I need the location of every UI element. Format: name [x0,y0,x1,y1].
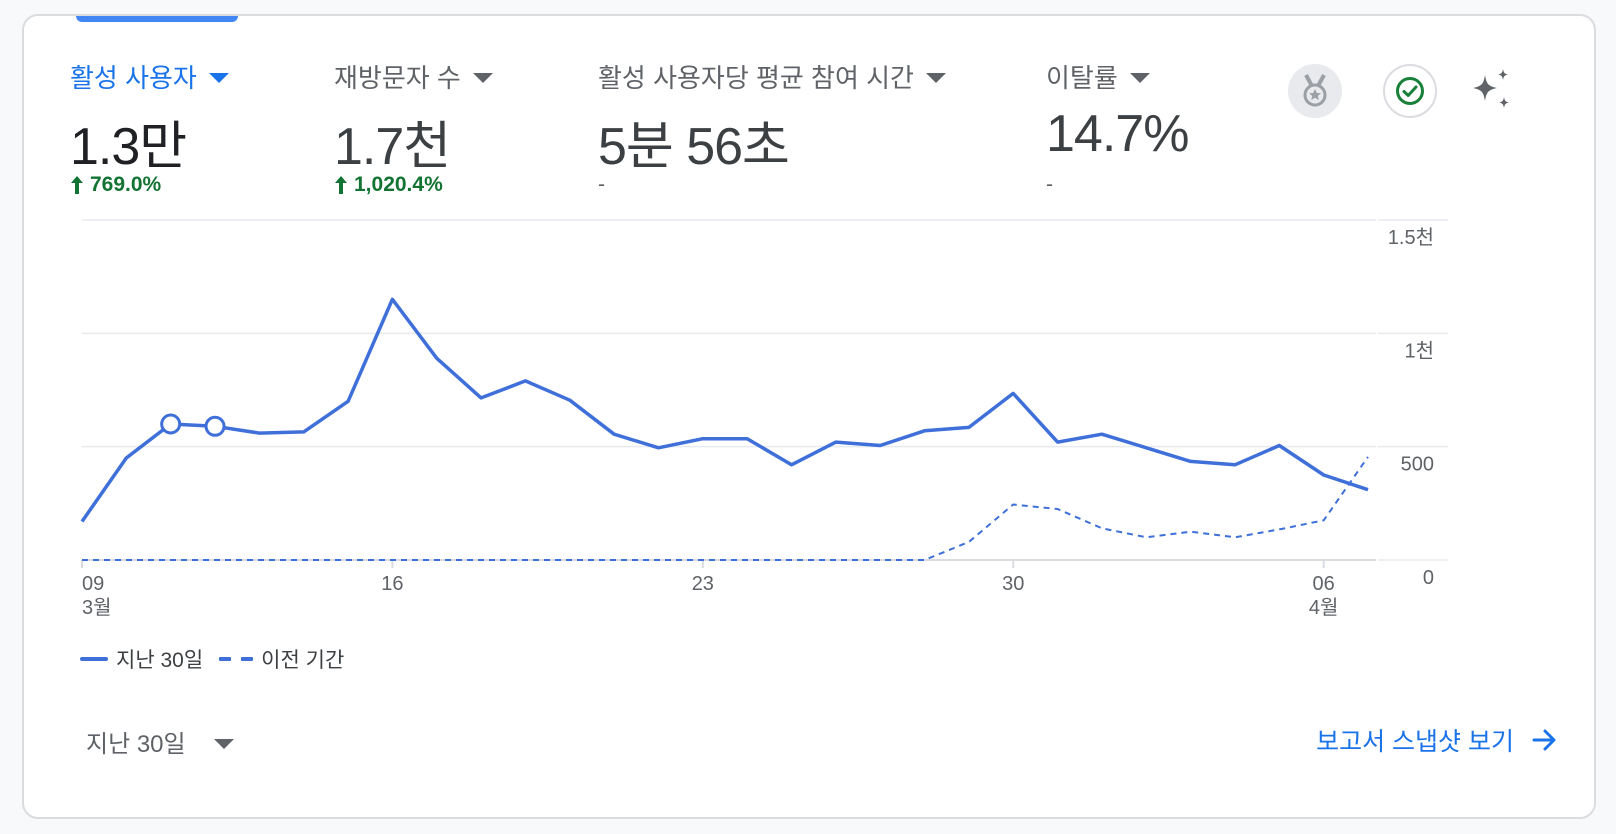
x-tick-label: 23 [692,573,714,595]
metric-value: 14.7% [1046,105,1189,163]
metric-change: 1,020.4% [334,172,493,198]
caret-down-icon [472,73,493,83]
arrow-right-icon [1532,729,1556,751]
metric-title[interactable]: 재방문자 수 [334,58,493,94]
legend-label: 지난 30일 [116,649,204,672]
y-tick-label: 1천 [1404,339,1434,362]
active-tab-indicator [76,16,238,22]
medal-button[interactable] [1288,64,1342,118]
metric-change-value: 769.0% [90,173,162,196]
metric-change-value: - [1046,173,1053,196]
x-tick-label: 16 [381,573,403,595]
metric-title[interactable]: 활성 사용자당 평균 참여 시간 [598,58,946,94]
data-point-marker [204,415,226,437]
line-chart[interactable]: 0 500 1천 1.5천 09 16 23 30 06 3월 4월 [24,16,1596,656]
x-month-label: 4월 [1309,596,1339,619]
y-tick-label: 0 [1423,567,1434,589]
view-report-snapshot-link[interactable]: 보고서 스냅샷 보기 [1316,722,1558,758]
arrow-up-icon [335,176,347,194]
caret-down-icon [925,73,946,83]
metric-label: 재방문자 수 [334,62,461,93]
y-tick-label: 1.5천 [1388,226,1434,249]
caret-down-icon [1129,73,1150,83]
legend-label: 이전 기간 [261,649,345,672]
caret-down-icon [213,738,234,749]
medal-icon [1303,74,1327,107]
y-tick-label: 500 [1401,454,1434,476]
solid-line-icon [80,657,108,661]
metric-title[interactable]: 이탈률 [1046,58,1188,94]
metric-label: 이탈률 [1046,62,1118,93]
date-range-select[interactable]: 지난 30일 [86,724,234,759]
series-line-previous [82,456,1369,561]
metric-avg-engagement-time[interactable]: 활성 사용자당 평균 참여 시간 5분 56초 - [598,58,946,198]
series-line-current [80,297,1369,523]
x-month-label: 3월 [82,596,112,619]
metric-change-value: - [598,173,605,196]
snapshot-link-label: 보고서 스냅샷 보기 [1316,728,1514,756]
dashed-line-icon [219,657,254,661]
check-circle-icon [1396,77,1424,105]
metric-change: - [598,172,946,198]
metric-change-value: 1,020.4% [354,173,443,196]
metric-change: - [1046,172,1188,198]
legend-item-current[interactable]: 지난 30일 [80,644,203,674]
metric-label: 활성 사용자 [70,62,197,93]
check-button[interactable] [1383,64,1437,118]
chart-legend: 지난 30일 이전 기간 [80,644,360,674]
metric-change: 769.0% [70,172,229,198]
metric-active-users[interactable]: 활성 사용자 1.3만 769.0% [70,58,229,198]
legend-item-previous[interactable]: 이전 기간 [219,644,344,674]
caret-down-icon [208,73,229,83]
metric-title[interactable]: 활성 사용자 [70,58,229,94]
sparkle-icon [1473,69,1509,108]
metric-label: 활성 사용자당 평균 참여 시간 [598,62,914,93]
arrow-up-icon [71,176,83,194]
metric-returning-users[interactable]: 재방문자 수 1.7천 1,020.4% [334,58,493,198]
date-range-label: 지난 30일 [86,731,186,758]
x-tick-label: 09 [82,573,104,595]
metric-bounce-rate[interactable]: 이탈률 14.7% - [1046,58,1189,198]
data-point-marker [160,413,182,435]
overview-card: 활성 사용자 1.3만 769.0% 재방문자 수 1.7천 1,020.4% … [22,14,1596,819]
x-tick-label: 06 [1313,573,1335,595]
insights-button[interactable] [1464,64,1518,118]
x-tick-label: 30 [1002,573,1024,595]
